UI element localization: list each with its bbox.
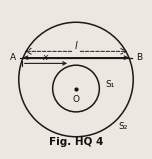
Text: O: O [73,95,79,104]
Text: l: l [75,41,77,51]
Text: Fig. HQ 4: Fig. HQ 4 [49,137,103,147]
Text: B: B [136,53,142,62]
Text: S₂: S₂ [118,122,128,131]
Text: x: x [42,53,48,62]
Text: S₁: S₁ [105,80,115,89]
Text: A: A [10,53,16,62]
